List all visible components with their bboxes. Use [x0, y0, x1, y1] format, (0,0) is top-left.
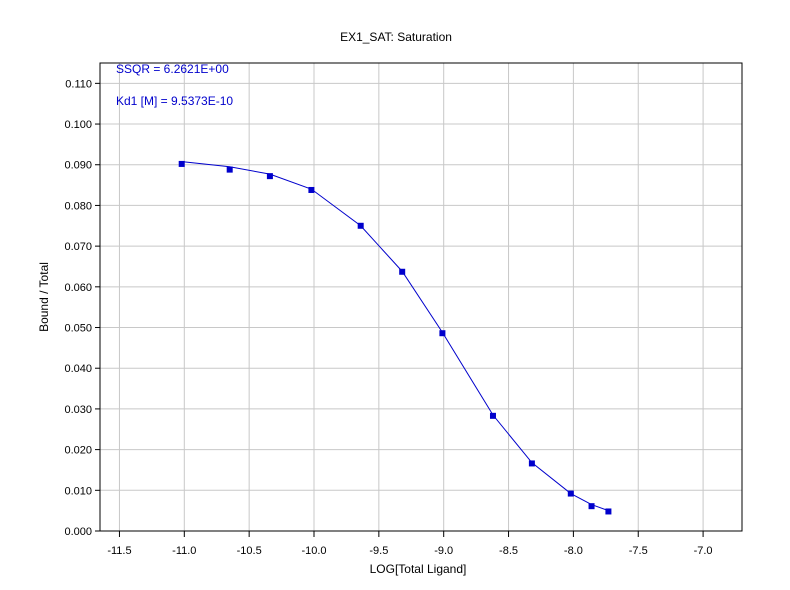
- data-point: [528, 460, 535, 467]
- data-point: [605, 508, 612, 515]
- data-point: [489, 412, 496, 419]
- y-tick-label: 0.030: [64, 404, 92, 416]
- x-tick-label: -10.5: [237, 545, 262, 557]
- fit-curve: [184, 161, 609, 512]
- x-tick-label: -9.5: [369, 545, 388, 557]
- y-tick-label: 0.060: [64, 282, 92, 294]
- chart-title: EX1_SAT: Saturation: [340, 30, 452, 44]
- x-tick-label: -8.5: [499, 545, 518, 557]
- y-tick-label: 0.010: [64, 485, 92, 497]
- data-point: [308, 186, 315, 193]
- x-tick-label: -7.0: [694, 545, 713, 557]
- x-axis: -11.5 -11.0 -10.5 -10.0 -9.5 -9.0 -8.5 -8.0 -7.5…: [107, 531, 713, 557]
- y-tick-label: 0.100: [64, 119, 92, 131]
- data-points-layer: [178, 160, 612, 515]
- y-axis-label: Bound / Total: [37, 262, 51, 332]
- data-point: [399, 268, 406, 275]
- data-point: [588, 503, 595, 510]
- x-axis-label: LOG[Total Ligand]: [370, 562, 467, 576]
- data-point: [357, 222, 364, 229]
- x-tick-label: -7.5: [629, 545, 648, 557]
- grid: [100, 63, 742, 531]
- data-point: [439, 330, 446, 337]
- data-point: [226, 166, 233, 173]
- annotation-ssqr: SSQR = 6.2621E+00: [116, 62, 229, 76]
- y-tick-label: 0.070: [64, 241, 92, 253]
- x-tick-label: -11.5: [107, 545, 131, 557]
- y-tick-label: 0.020: [64, 445, 92, 457]
- y-tick-label: 0.090: [64, 160, 92, 172]
- data-point: [567, 490, 574, 497]
- plot-frame: [99, 62, 743, 532]
- data-point: [178, 160, 185, 167]
- x-tick-label: -11.0: [172, 545, 196, 557]
- x-tick-label: -10.0: [301, 545, 326, 557]
- data-point: [266, 173, 273, 180]
- x-tick-label: -9.0: [434, 545, 453, 557]
- y-tick-label: 0.040: [64, 363, 92, 375]
- fit-curve-layer: [184, 161, 609, 512]
- x-tick-label: -8.0: [564, 545, 583, 557]
- y-axis: 0.000 0.010 0.020 0.030 0.040 0.050 0.060 0.070…: [64, 78, 100, 538]
- annotation-kd: Kd1 [M] = 9.5373E-10: [116, 94, 233, 108]
- y-tick-label: 0.000: [64, 526, 92, 538]
- y-tick-label: 0.080: [64, 200, 92, 212]
- y-tick-label: 0.050: [64, 323, 92, 335]
- y-tick-label: 0.110: [65, 78, 92, 90]
